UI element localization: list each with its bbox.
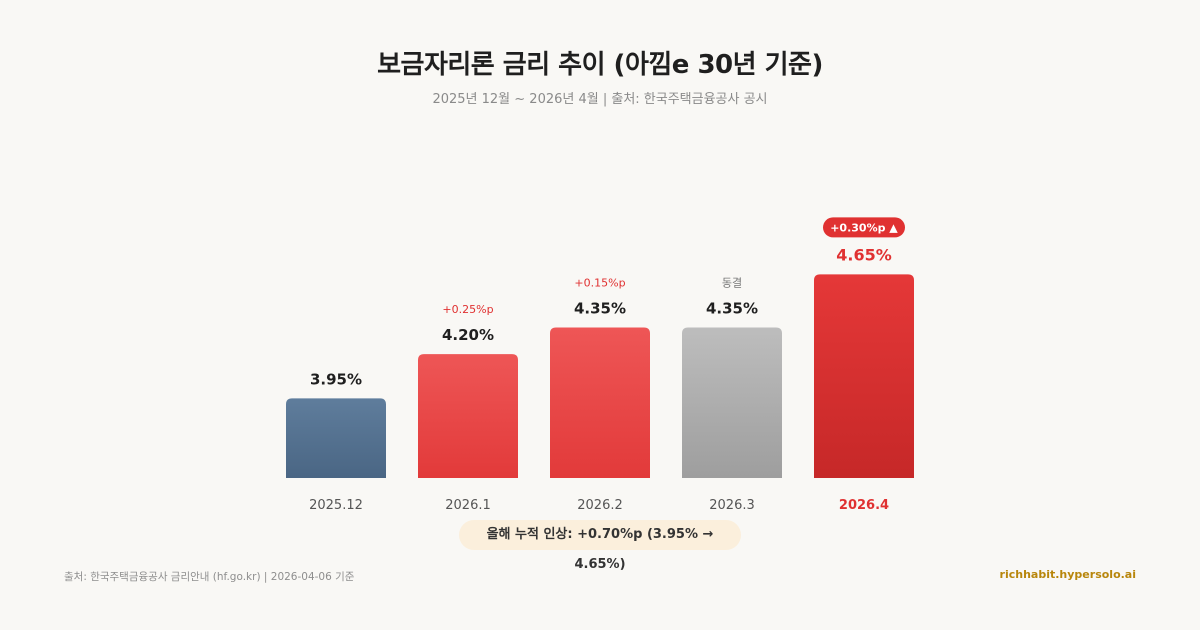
- page-title: 보금자리론 금리 추이 (아낌e 30년 기준): [377, 50, 823, 80]
- category-label: 2026.3: [709, 498, 755, 513]
- change-badge-label: +0.30%p ▲: [830, 221, 898, 234]
- change-label: +0.25%p: [442, 303, 493, 316]
- value-label: 4.35%: [706, 300, 758, 318]
- bar-2026.4: [814, 274, 914, 478]
- change-badge: [823, 217, 905, 238]
- bar-2026.1: [418, 354, 518, 478]
- value-label: 4.35%: [574, 300, 626, 318]
- value-label: 4.65%: [836, 245, 892, 264]
- footer-brand-link[interactable]: richhabit.hypersolo.ai: [999, 568, 1136, 581]
- category-label: 2026.1: [445, 498, 491, 513]
- bar-2026.2: [550, 327, 650, 478]
- bar-2026.3: [682, 327, 782, 478]
- cumulative-summary-badge: 올해 누적 인상: +0.70%p (3.95% → 4.65%): [459, 520, 741, 572]
- category-label: 2026.4: [839, 498, 889, 513]
- page-subtitle: 2025년 12월 ~ 2026년 4월 | 출처: 한국주택금융공사 공시: [432, 92, 768, 107]
- value-label: 4.20%: [442, 326, 494, 344]
- value-label: 3.95%: [310, 370, 362, 388]
- category-label: 2025.12: [309, 498, 363, 513]
- category-label: 2026.2: [577, 498, 623, 513]
- bar-2025.12: [286, 398, 386, 478]
- change-label: +0.15%p: [574, 277, 625, 290]
- change-label: 동결: [722, 277, 742, 290]
- footer-source: 출처: 한국주택금융공사 금리안내 (hf.go.kr) | 2026-04-0…: [64, 571, 355, 583]
